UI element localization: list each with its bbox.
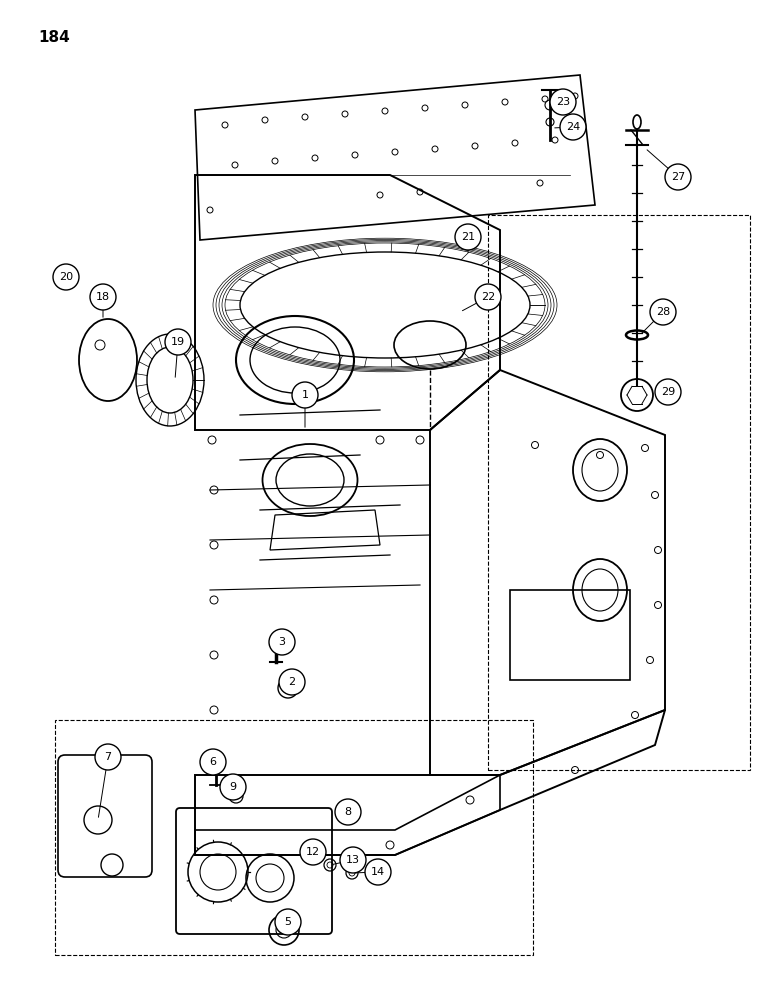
- Bar: [488, 215, 750, 770]
- Text: 23: 23: [556, 97, 570, 107]
- Text: 24: 24: [566, 122, 580, 132]
- Circle shape: [165, 329, 191, 355]
- Circle shape: [95, 744, 121, 770]
- Text: 14: 14: [371, 867, 385, 877]
- Circle shape: [269, 629, 295, 655]
- Text: 7: 7: [105, 752, 112, 762]
- Circle shape: [550, 89, 576, 115]
- Text: 3: 3: [278, 637, 285, 647]
- Text: 28: 28: [656, 307, 670, 317]
- Circle shape: [475, 284, 501, 310]
- Text: 29: 29: [661, 387, 675, 397]
- Text: 6: 6: [210, 757, 217, 767]
- Text: 9: 9: [229, 782, 236, 792]
- Text: 19: 19: [171, 337, 185, 347]
- Circle shape: [655, 379, 681, 405]
- Circle shape: [340, 847, 366, 873]
- Text: 8: 8: [345, 807, 352, 817]
- Text: 27: 27: [671, 172, 685, 182]
- Circle shape: [455, 224, 481, 250]
- Circle shape: [335, 799, 361, 825]
- Text: 20: 20: [59, 272, 73, 282]
- Circle shape: [650, 299, 676, 325]
- Text: 2: 2: [289, 677, 296, 687]
- Circle shape: [90, 284, 116, 310]
- Circle shape: [279, 669, 305, 695]
- Circle shape: [200, 749, 226, 775]
- Circle shape: [300, 839, 326, 865]
- Circle shape: [665, 164, 691, 190]
- Circle shape: [560, 114, 586, 140]
- Text: 1: 1: [302, 390, 309, 400]
- Circle shape: [292, 382, 318, 408]
- Text: 21: 21: [461, 232, 475, 242]
- Text: 18: 18: [96, 292, 110, 302]
- Text: 13: 13: [346, 855, 360, 865]
- Text: 184: 184: [38, 30, 69, 45]
- Bar: [510, 590, 630, 680]
- Text: 22: 22: [481, 292, 495, 302]
- Circle shape: [275, 909, 301, 935]
- Circle shape: [365, 859, 391, 885]
- Circle shape: [53, 264, 79, 290]
- Text: 12: 12: [306, 847, 320, 857]
- Circle shape: [220, 774, 246, 800]
- Bar: [55, 720, 533, 955]
- Text: 5: 5: [285, 917, 292, 927]
